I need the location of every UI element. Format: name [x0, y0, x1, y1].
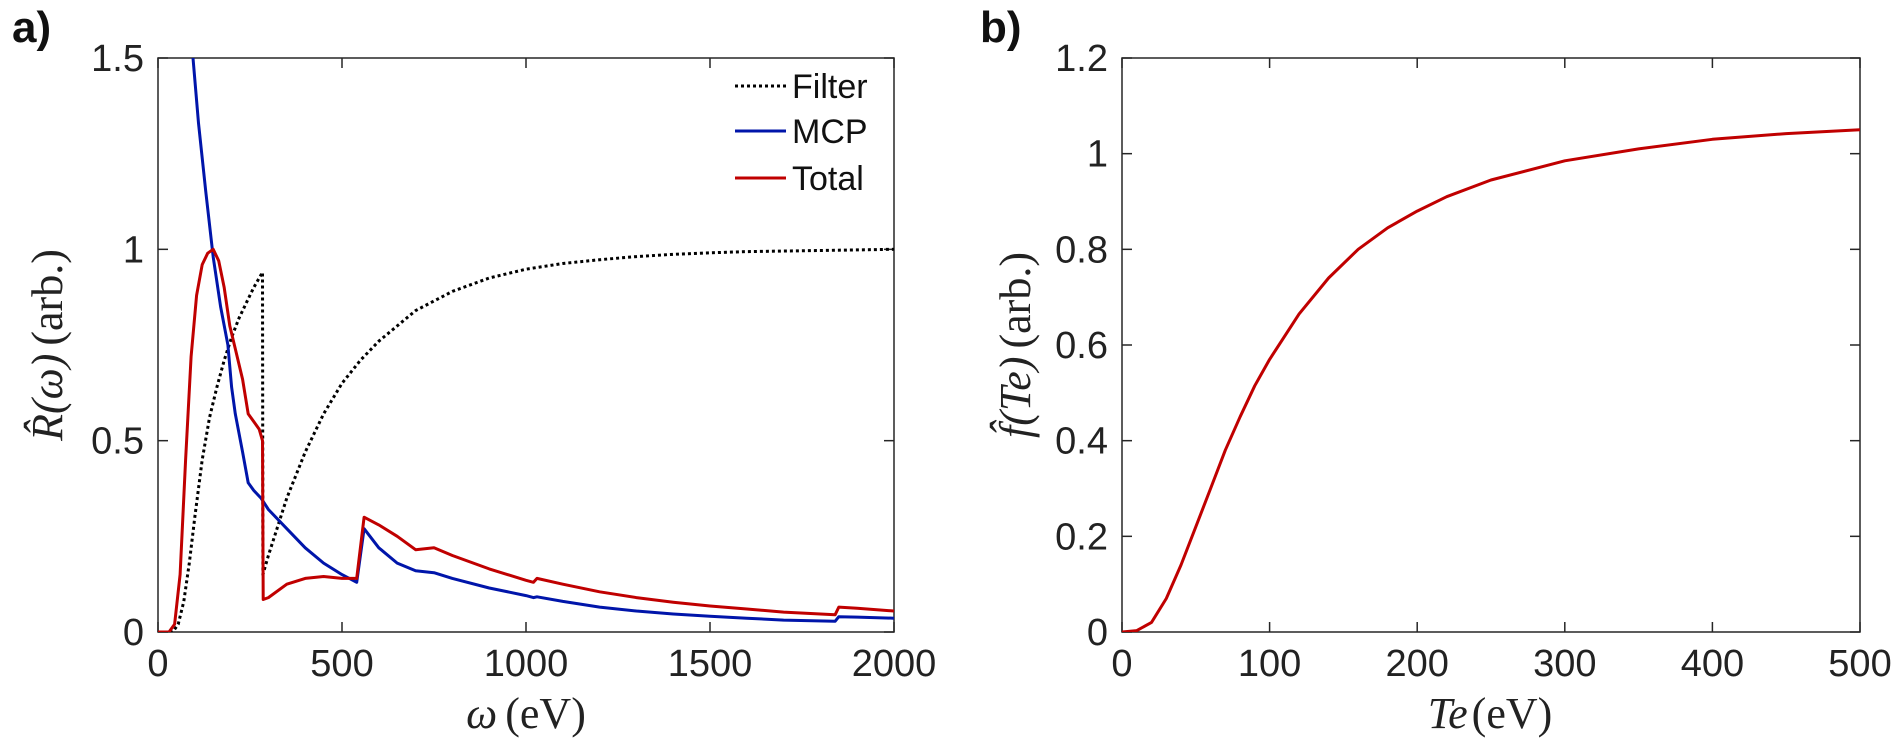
- panel-a-axes: [157, 57, 895, 633]
- legend-total-label: Total: [792, 160, 864, 198]
- panel-a-legend: Filter MCP Total: [735, 68, 868, 198]
- panel-b-xtick-label: 200: [1385, 643, 1448, 685]
- panel-b-ytick-label: 0.6: [1055, 325, 1108, 367]
- panel-a-ytick-label: 1: [123, 229, 144, 271]
- panel-b-label: b): [980, 3, 1022, 52]
- panel-b-xtick-label: 400: [1681, 643, 1744, 685]
- panel-b-ytick-label: 1.2: [1055, 38, 1108, 80]
- panel-a-xtick-label: 2000: [852, 643, 937, 685]
- legend-mcp-label: MCP: [792, 113, 868, 151]
- panel-b-xlabel: Te(eV): [1428, 689, 1553, 738]
- panel-b-ytick-label: 0.8: [1055, 229, 1108, 271]
- panel-b-xtick-label: 0: [1111, 643, 1132, 685]
- legend-filter-label: Filter: [792, 68, 868, 106]
- panel-a-series-filter: [158, 247, 894, 632]
- panel-b-xlabel-sym: Te: [1428, 689, 1468, 738]
- panel-a-series-mcp: [191, 58, 894, 623]
- panel-a-xtick-label: 0: [147, 643, 168, 685]
- panel-b-xlabel-unit: (eV): [1472, 689, 1553, 738]
- panel-b-ytick-label: 1: [1087, 134, 1108, 176]
- panel-b-ylabel-unit: (arb.): [991, 252, 1040, 349]
- panel-a-xlabel-unit: (eV): [505, 689, 586, 738]
- panel-a-label: a): [12, 3, 51, 52]
- panel-b-xtick-label: 100: [1238, 643, 1301, 685]
- panel-a-xlabel-sym: ω: [466, 689, 497, 738]
- panel-b-ylabel: f̂(Te) (arb.): [990, 252, 1040, 438]
- panel-b-xtick-label: 300: [1533, 643, 1596, 685]
- panel-b-axes: [1121, 57, 1861, 633]
- panel-a-xtick-label: 500: [310, 643, 373, 685]
- panel-a-series-total: [158, 247, 894, 632]
- panel-b-series: [1122, 128, 1860, 632]
- panel-b-series-f-te-: [1122, 128, 1860, 632]
- panel-b-tick-labels: 0 100 200 300 400 500 0 0.2 0.4 0.6 0.8 1 1.2: [1055, 38, 1892, 685]
- panel-b-ytick-label: 0.2: [1055, 516, 1108, 558]
- panel-b-ytick-label: 0.4: [1055, 421, 1108, 463]
- panel-a-xlabel: ω (eV): [466, 689, 586, 738]
- panel-a-ytick-label: 1.5: [91, 38, 144, 80]
- panel-a: a) 0 500 1000 1500 2000 0 0.5 1 1.5 Filter MCP T…: [12, 3, 936, 738]
- panel-a-ytick-label: 0: [123, 612, 144, 654]
- panel-a-ylabel-sym: R̂(ω): [23, 354, 72, 442]
- panel-b-xtick-label: 500: [1828, 643, 1891, 685]
- panel-a-xtick-label: 1500: [668, 643, 753, 685]
- panel-a-ytick-label: 0.5: [91, 421, 144, 463]
- panel-a-xtick-label: 1000: [484, 643, 569, 685]
- panel-a-ticks: [157, 57, 895, 633]
- panel-b-ylabel-sym: f̂(Te): [990, 357, 1040, 439]
- panel-a-series: [158, 58, 894, 632]
- panel-a-ylabel: R̂(ω) (arb.): [23, 249, 72, 442]
- panel-b-ytick-label: 0: [1087, 612, 1108, 654]
- panel-a-tick-labels: 0 500 1000 1500 2000 0 0.5 1 1.5: [91, 38, 936, 685]
- panel-a-ylabel-unit: (arb.): [23, 249, 72, 346]
- panel-b-ticks: [1121, 57, 1861, 633]
